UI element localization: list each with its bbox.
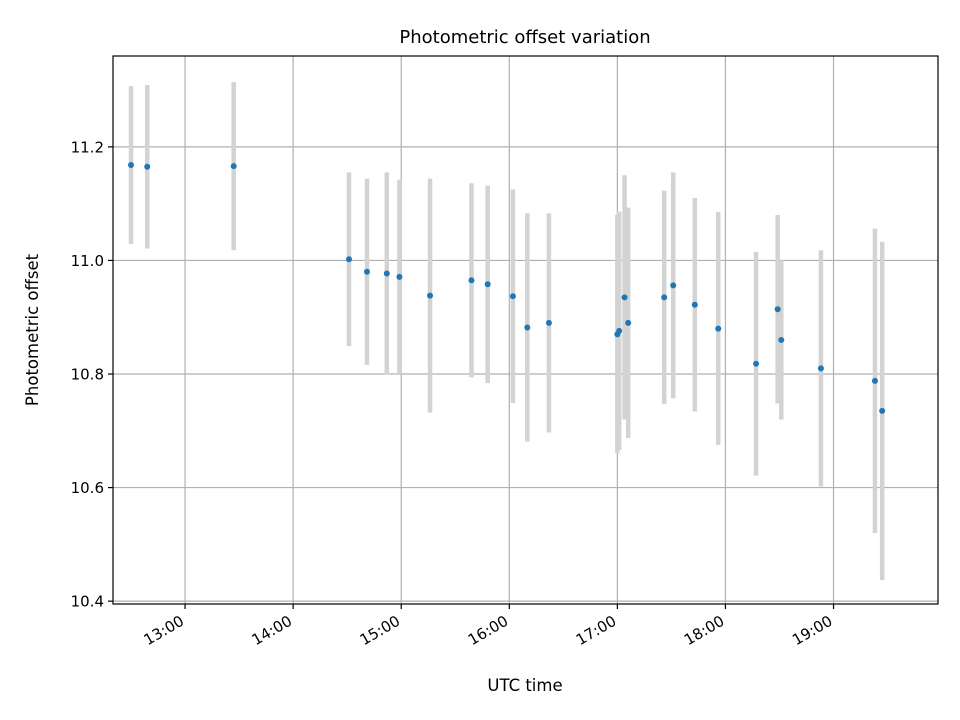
data-point	[879, 407, 886, 414]
data-point	[621, 294, 628, 301]
data-point	[524, 324, 531, 331]
y-tick-label: 11.0	[71, 252, 104, 270]
y-tick-label: 10.4	[71, 593, 104, 611]
data-point	[670, 282, 677, 289]
y-tick-label: 10.8	[71, 366, 104, 384]
data-point	[128, 162, 135, 169]
data-point	[383, 270, 390, 277]
y-tick-label: 11.2	[71, 138, 104, 156]
data-point	[778, 336, 785, 343]
y-axis-label: Photometric offset	[23, 253, 42, 406]
data-point	[484, 281, 491, 288]
data-point	[817, 365, 824, 372]
data-point	[691, 301, 698, 308]
y-axis-ticks: 10.4 10.6 10.8 11.0 11.2	[71, 138, 113, 611]
data-point	[774, 306, 781, 313]
y-tick-label: 10.6	[71, 479, 104, 497]
data-point	[396, 273, 403, 280]
data-point	[753, 360, 760, 367]
data-point	[427, 292, 434, 299]
plot-frame	[112, 55, 939, 605]
data-point	[616, 327, 623, 334]
data-point	[345, 256, 352, 263]
data-point	[871, 377, 878, 384]
data-points	[128, 162, 886, 414]
data-point	[509, 293, 516, 300]
data-point	[545, 319, 552, 326]
x-axis-label: UTC time	[487, 676, 562, 695]
data-point	[661, 294, 668, 301]
data-point	[363, 268, 370, 275]
data-point	[230, 163, 237, 170]
data-point	[144, 163, 151, 170]
data-point	[715, 325, 722, 332]
data-point	[468, 277, 475, 284]
chart-title: Photometric offset variation	[399, 27, 650, 48]
data-point	[625, 319, 632, 326]
